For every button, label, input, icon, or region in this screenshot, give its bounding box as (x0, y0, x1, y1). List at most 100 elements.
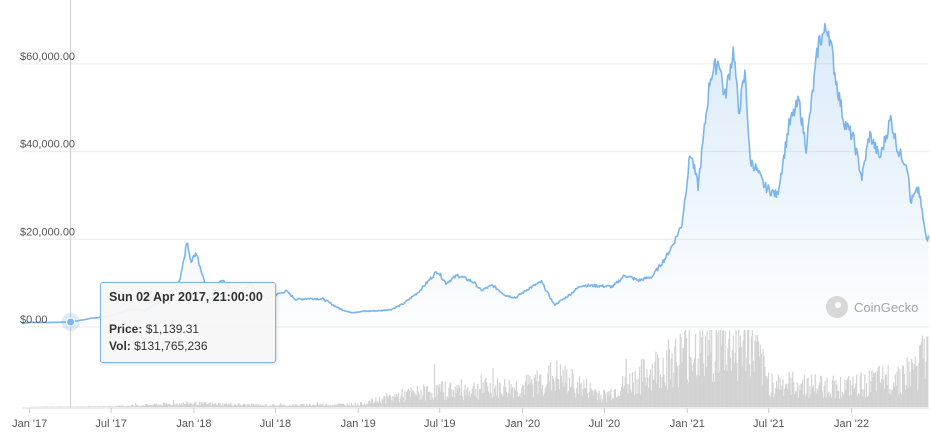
volume-bar (735, 330, 737, 407)
volume-bar (641, 381, 643, 407)
volume-bar (493, 396, 495, 407)
volume-bar (880, 383, 882, 407)
volume-bar (351, 402, 353, 407)
volume-bar (397, 396, 399, 407)
volume-bar (787, 383, 789, 407)
volume-bar (237, 403, 239, 407)
volume-bar (622, 388, 625, 407)
volume-bar (189, 403, 192, 407)
volume-bar (832, 375, 834, 407)
volume-bar (351, 405, 354, 407)
volume-bar (412, 389, 414, 407)
volume-bar (682, 348, 684, 407)
volume-bar (236, 405, 238, 407)
volume-bar (784, 388, 786, 407)
volume-bar (812, 385, 815, 407)
volume-bar (740, 346, 742, 407)
volume-bar (640, 359, 643, 407)
volume-bar (527, 374, 529, 407)
volume-bar (845, 389, 847, 407)
volume-bar (463, 390, 465, 407)
volume-bar (856, 374, 858, 407)
volume-bar (685, 338, 688, 407)
volume-bar (384, 396, 386, 407)
volume-bar (509, 394, 511, 407)
volume-bar (497, 397, 499, 407)
volume-bar (695, 376, 697, 407)
volume-bar (808, 398, 810, 407)
volume-bar (442, 392, 445, 407)
volume-bar (218, 403, 220, 407)
volume-bar (390, 400, 392, 407)
y-tick-label: $20,000.00 (20, 226, 75, 238)
volume-bar (566, 369, 568, 407)
volume-bar (563, 387, 565, 407)
volume-bar (415, 395, 417, 407)
volume-bar (364, 404, 366, 407)
volume-bar (170, 405, 172, 407)
volume-bar (155, 403, 157, 407)
volume-bar (126, 405, 129, 407)
volume-bar (141, 405, 143, 407)
volume-bar (724, 331, 726, 407)
tooltip-price-value: $1,139.31 (145, 322, 200, 336)
volume-bar (61, 406, 63, 407)
volume-bar (514, 387, 516, 407)
volume-bar (234, 404, 236, 407)
volume-bar (247, 405, 249, 407)
volume-bar (314, 405, 316, 407)
volume-bar (577, 393, 580, 407)
volume-bar (119, 405, 121, 407)
volume-bar (809, 385, 811, 407)
volume-bar (306, 405, 309, 407)
volume-bar (234, 404, 237, 407)
volume-bar (739, 347, 741, 407)
volume-bar (216, 404, 218, 407)
volume-bar (903, 374, 905, 407)
volume-bar (365, 404, 367, 407)
volume-bar (651, 363, 653, 407)
volume-bar (258, 404, 260, 407)
volume-bar (355, 405, 357, 407)
volume-bar (532, 397, 535, 407)
volume-bar (318, 404, 320, 407)
volume-bar (133, 405, 135, 407)
volume-bar (775, 388, 777, 407)
volume-bar (109, 406, 111, 407)
volume-bar (864, 374, 866, 407)
volume-bar (774, 393, 776, 407)
volume-bar (154, 404, 156, 407)
volume-bar (531, 379, 533, 407)
volume-bar (876, 370, 878, 407)
volume-bar (871, 370, 873, 407)
volume-bar (751, 330, 753, 407)
volume-bar (631, 372, 634, 407)
volume-bar (190, 403, 192, 407)
volume-bar (785, 383, 788, 407)
volume-bar (650, 390, 652, 407)
volume-bar (597, 393, 599, 407)
volume-bar (343, 404, 345, 407)
volume-bar (257, 404, 259, 407)
volume-bar (600, 394, 602, 407)
volume-bar (779, 377, 781, 407)
volume-bar (767, 378, 769, 407)
volume-bar (603, 389, 605, 407)
volume-bar (736, 362, 738, 407)
volume-bar (132, 405, 134, 407)
volume-bar (261, 406, 263, 407)
x-axis: Jan '17 Jul '17 Jan '18 Jul '18 Jan '19 Jul '… (12, 407, 929, 430)
volume-bar (211, 402, 213, 407)
volume-bar (762, 349, 764, 407)
volume-bar (424, 400, 427, 407)
volume-bar (382, 400, 384, 407)
volume-bar (855, 383, 857, 407)
volume-bar (660, 387, 662, 407)
volume-bar (291, 404, 293, 407)
volume-bar (352, 405, 354, 407)
volume-bar (159, 404, 161, 407)
volume-bar (213, 404, 215, 407)
volume-bar (232, 405, 234, 407)
volume-bar (271, 404, 273, 407)
